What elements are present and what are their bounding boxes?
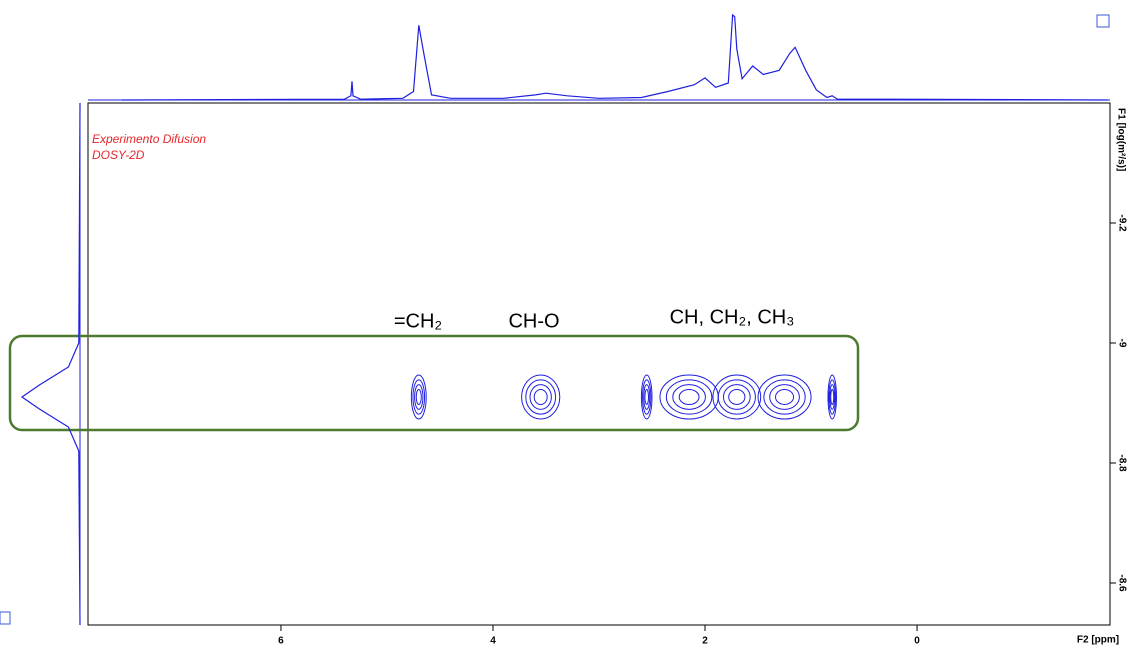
group-label: =CH₂ bbox=[394, 310, 442, 332]
cross-peak-contour bbox=[722, 384, 751, 410]
y-tick-label: -8.8 bbox=[1116, 454, 1127, 472]
cross-peak-contour bbox=[678, 389, 700, 405]
y-tick-label: -9 bbox=[1116, 339, 1127, 348]
cross-peak-contour bbox=[728, 389, 746, 405]
y-tick-label: -8.6 bbox=[1116, 574, 1127, 592]
highlight-box bbox=[8, 334, 860, 432]
cross-peak-contour bbox=[829, 384, 836, 410]
cross-peak-contour bbox=[644, 389, 650, 405]
x-tick-label: 6 bbox=[278, 636, 284, 647]
plot-frame bbox=[87, 102, 1111, 626]
cross-peak-contour bbox=[659, 374, 719, 420]
x-tick-label: 4 bbox=[490, 636, 496, 647]
cross-peak-contour bbox=[525, 379, 557, 415]
group-label: CH, CH₂, CH₃ bbox=[670, 306, 795, 328]
cross-peak-contour bbox=[827, 374, 837, 420]
cross-peak-contour bbox=[414, 384, 424, 410]
cross-peak-contour bbox=[717, 379, 756, 415]
group-label: CH-O bbox=[508, 310, 559, 332]
y-axis-label: F1 [log(m²/s)] bbox=[1115, 108, 1126, 171]
cross-peak-contour bbox=[763, 379, 806, 415]
corner-box bbox=[0, 611, 11, 625]
cross-peak-contour bbox=[415, 389, 422, 405]
note: DOSY-2D bbox=[92, 148, 145, 162]
cross-peak-contour bbox=[672, 384, 706, 410]
f2-projection bbox=[121, 13, 1108, 101]
cross-peak-contour bbox=[640, 374, 653, 420]
x-axis-label: F2 [ppm] bbox=[1077, 635, 1119, 646]
y-tick-label: -9.2 bbox=[1116, 214, 1127, 232]
cross-peak-contour bbox=[410, 374, 427, 420]
cross-peak-contour bbox=[775, 389, 795, 405]
x-tick-label: 2 bbox=[702, 636, 708, 647]
cross-peak-contour bbox=[830, 389, 835, 405]
note: Experimento Difusion bbox=[92, 132, 206, 146]
cross-peak-contour bbox=[642, 379, 652, 415]
f1-projection bbox=[20, 102, 81, 626]
cross-peak-contour bbox=[712, 374, 762, 420]
cross-peak-contour bbox=[769, 384, 800, 410]
cross-peak-contour bbox=[521, 374, 561, 420]
x-tick-label: 0 bbox=[914, 636, 920, 647]
cross-peak-contour bbox=[529, 384, 552, 410]
cross-peak-contour bbox=[533, 389, 548, 405]
cross-peak-contour bbox=[757, 374, 812, 420]
cross-peak-contour bbox=[643, 384, 651, 410]
corner-box bbox=[1096, 14, 1110, 28]
cross-peak-contour bbox=[665, 379, 713, 415]
cross-peak-contour bbox=[828, 379, 837, 415]
cross-peak-contour bbox=[412, 379, 426, 415]
